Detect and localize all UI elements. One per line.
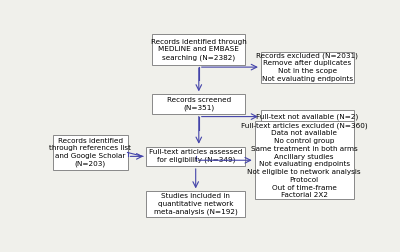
- FancyBboxPatch shape: [53, 135, 128, 170]
- FancyBboxPatch shape: [261, 52, 354, 83]
- Text: Full-text not available (N=2): Full-text not available (N=2): [256, 113, 358, 120]
- Text: Full-text articles assessed
for eligibility (N=349): Full-text articles assessed for eligibil…: [149, 149, 242, 164]
- Text: Records identified through
MEDLINE and EMBASE
searching (N=2382): Records identified through MEDLINE and E…: [151, 39, 247, 61]
- Text: Full-text articles excluded (N=360)
Data not available
No control group
Same tre: Full-text articles excluded (N=360) Data…: [241, 122, 368, 198]
- Text: Records identified
through references list
and Google Scholar
(N=203): Records identified through references li…: [49, 138, 131, 167]
- FancyBboxPatch shape: [152, 94, 245, 114]
- Text: Studies included in
quantitative network
meta-analysis (N=192): Studies included in quantitative network…: [154, 193, 238, 215]
- FancyBboxPatch shape: [146, 191, 245, 216]
- FancyBboxPatch shape: [261, 110, 354, 123]
- Text: Records excluded (N=2031)
Remove after duplicates
Not in the scope
Not evaluatin: Records excluded (N=2031) Remove after d…: [256, 52, 358, 82]
- FancyBboxPatch shape: [255, 121, 354, 199]
- FancyBboxPatch shape: [146, 147, 245, 166]
- Text: Records screened
(N=351): Records screened (N=351): [167, 97, 231, 111]
- FancyBboxPatch shape: [152, 34, 245, 65]
